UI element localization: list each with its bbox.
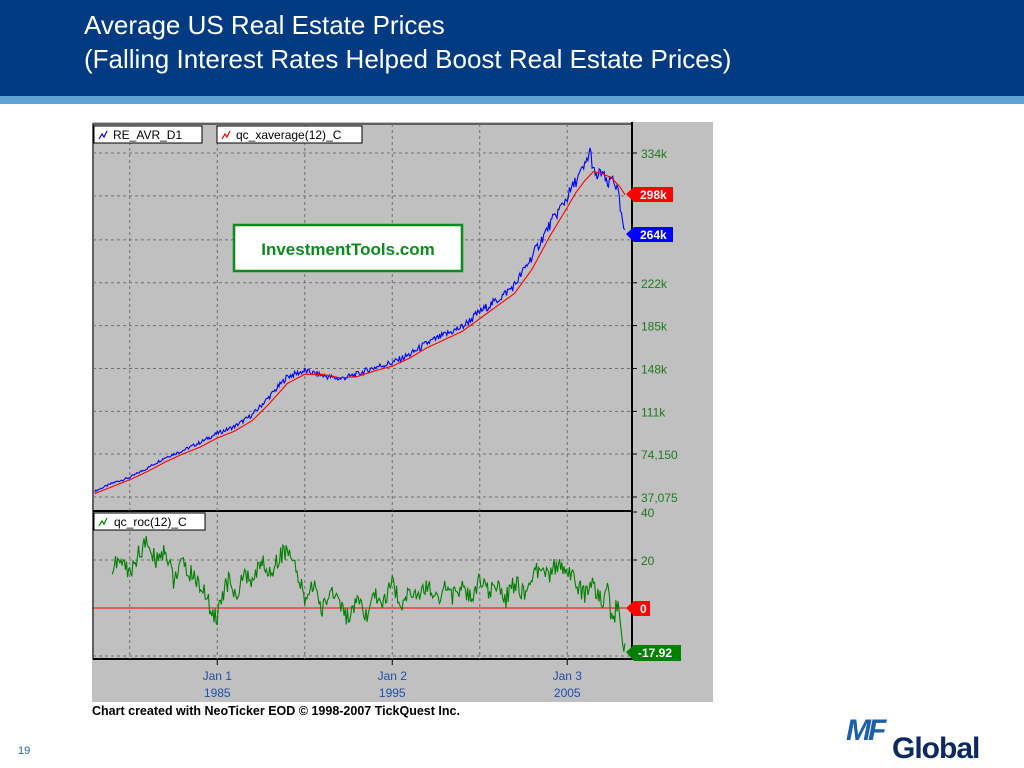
xaverage-series-line [94, 170, 626, 495]
watermark-text: InvestmentTools.com [261, 240, 435, 259]
price-panel [92, 123, 633, 512]
x-tick-label-year: 1985 [204, 686, 231, 700]
price-y-tick-label: 148k [641, 362, 668, 376]
re-avr-series-line [94, 147, 626, 493]
price-y-tick-label: 334k [641, 147, 668, 161]
tag-zero: 0 [626, 601, 650, 616]
x-tick-label-month: Jan 1 [203, 669, 233, 683]
price-y-tick-label: 222k [641, 277, 668, 291]
legend-re-avr-box [93, 125, 203, 144]
slide-title: Average US Real Estate Prices (Falling I… [84, 8, 731, 76]
price-y-tick-label: 74,150 [641, 448, 678, 462]
tag-re-avr-last: 264k [626, 227, 673, 242]
roc-series-line [111, 535, 626, 652]
roc-y-tick-label: 20 [641, 554, 655, 568]
slide-title-line2: (Falling Interest Rates Helped Boost Rea… [84, 44, 732, 74]
price-y-tick-label: 185k [641, 320, 668, 334]
legend-re-avr-swatch [98, 130, 108, 140]
roc-y-tick-label: 40 [641, 506, 655, 520]
tag-roc-last: -17.92 [626, 645, 681, 661]
roc-panel [92, 510, 633, 660]
series-lines [94, 147, 626, 652]
x-tick-label-year: 1995 [379, 686, 406, 700]
legend-xaverage-box [216, 125, 363, 144]
tag-zero-text: 0 [640, 602, 647, 616]
watermark-box [232, 223, 464, 273]
x-tick-label-month: Jan 2 [378, 669, 408, 683]
mf-global-logo: MF Global [846, 712, 986, 765]
axis-ticks: 37,075 74,150 111k 148k 185k 222k 334k 40 20 Jan … [203, 147, 678, 700]
legend-re-avr-label: RE_AVR_D1 [113, 128, 182, 142]
chart-caption: Chart created with NeoTicker EOD © 1998-… [92, 704, 460, 718]
tag-xaverage-last: 298k [626, 187, 673, 202]
legend-xaverage-label: qc_xaverage(12)_C [236, 128, 342, 142]
header-accent-rule [0, 96, 1024, 104]
price-y-tick-label: 37,075 [641, 491, 678, 505]
legend-roc-label: qc_roc(12)_C [114, 515, 187, 529]
slide-title-line1: Average US Real Estate Prices [84, 10, 445, 40]
tag-xaverage-last-text: 298k [640, 188, 667, 202]
tag-re-avr-last-text: 264k [640, 228, 667, 242]
x-tick-label-month: Jan 3 [553, 669, 583, 683]
tag-roc-last-text: -17.92 [638, 646, 672, 660]
slide-header: Average US Real Estate Prices (Falling I… [0, 0, 1024, 96]
logo-global: Global [892, 732, 980, 765]
legend-roc-box [93, 512, 206, 531]
price-y-tick-label: 111k [641, 405, 666, 419]
logo-mf: MF [846, 714, 886, 747]
legend-xaverage-swatch [221, 130, 231, 140]
page-number: 19 [18, 745, 31, 757]
legend-roc-swatch [98, 517, 108, 527]
x-tick-label-year: 2005 [554, 686, 581, 700]
